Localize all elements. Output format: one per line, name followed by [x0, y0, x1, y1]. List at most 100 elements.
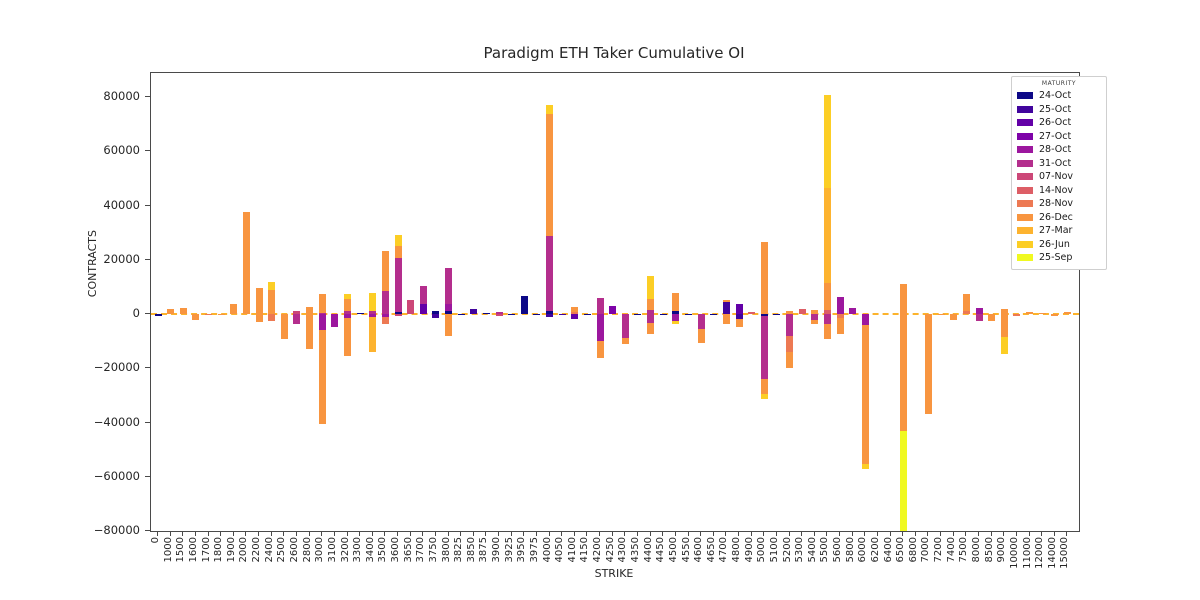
x-tick-mark [573, 532, 575, 536]
x-tick-label: 4550 [680, 537, 692, 563]
legend-item-27-Mar: 27-Mar [1017, 224, 1101, 238]
bar-segment-4150-24-Oct [583, 314, 591, 316]
y-tick-mark [145, 530, 150, 531]
x-tick-label: 2800 [301, 537, 313, 563]
bar-segment-7000-26-Dec [924, 314, 932, 415]
bar-segment-3200-31-Oct [344, 311, 351, 314]
x-tick-label: 7200 [933, 537, 945, 563]
x-tick-label: 3200 [339, 537, 351, 563]
x-tick-label: 6500 [895, 537, 907, 563]
x-tick-label: 5200 [781, 537, 793, 563]
x-tick-label: 3825 [453, 537, 465, 563]
y-tick-label: 60000 [103, 143, 140, 158]
bar-segment-5000-26-Dec [760, 241, 768, 314]
y-tick-mark [145, 421, 150, 423]
x-tick-label: 4600 [693, 537, 705, 563]
x-tick-label: 5800 [844, 537, 856, 563]
x-tick-mark [1053, 532, 1055, 536]
legend-swatch-26-Oct [1017, 119, 1033, 127]
x-tick-label: 9000 [996, 537, 1008, 563]
bar-segment-0-24-Oct [154, 314, 162, 316]
bar-segment-5100-24-Oct [773, 314, 781, 316]
bar-segment-4000-26-Dec [546, 114, 553, 237]
x-tick-mark [384, 532, 386, 536]
bar-segment-4700-26-Dec [722, 314, 730, 324]
legend-item-31-Oct: 31-Oct [1017, 157, 1101, 171]
legend-swatch-26-Jun [1017, 240, 1033, 248]
bar-segment-3925-24-Oct [508, 314, 516, 316]
bar-segment-6500-26-Dec [899, 314, 907, 431]
x-tick-mark [813, 532, 815, 536]
x-tick-label: 3400 [364, 537, 376, 563]
bar-segment-5500-31-Oct [823, 314, 831, 324]
bar-segment-5200-28-Nov [786, 335, 793, 352]
legend-label: 27-Mar [1039, 225, 1073, 236]
y-tick-mark [145, 150, 150, 152]
x-axis-label: STRIKE [594, 567, 634, 580]
legend-item-25-Sep: 25-Sep [1017, 251, 1101, 265]
x-tick-mark [750, 532, 752, 536]
x-tick-mark [801, 532, 803, 536]
bar-segment-4000-31-Oct [546, 236, 553, 312]
bar-segment-4800-26-Oct [735, 304, 743, 314]
bar-segment-4000-24-Oct [546, 311, 553, 314]
x-tick-mark [851, 532, 853, 536]
x-tick-mark [674, 532, 676, 536]
x-tick-mark [498, 532, 499, 536]
bar-segment-5400-26-Dec [811, 310, 819, 314]
bar-segment-3000-31-Oct [318, 312, 326, 314]
y-tick-mark [145, 367, 150, 369]
x-tick-label: 3600 [390, 537, 401, 563]
bar-segment-5400-31-Oct [811, 314, 819, 321]
x-tick-label: 4700 [718, 537, 730, 563]
x-tick-label: 5300 [794, 537, 806, 563]
bar-segment-5800-28-Oct [849, 307, 857, 314]
x-tick-label: 5400 [806, 537, 818, 563]
x-tick-mark [738, 532, 739, 536]
bar-segment-4200-26-Dec [596, 340, 604, 358]
legend-item-26-Jun: 26-Jun [1017, 238, 1101, 252]
x-tick-mark [914, 532, 916, 536]
x-tick-label: 1600 [187, 537, 199, 563]
x-tick-mark [523, 532, 525, 536]
x-tick-label: 7000 [920, 537, 932, 563]
x-tick-mark [952, 532, 954, 536]
x-tick-mark [712, 532, 714, 536]
x-tick-label: 1700 [200, 537, 212, 563]
x-tick-label: 4150 [579, 537, 591, 563]
x-tick-mark [397, 532, 398, 536]
bar-segment-4200-31-Oct [596, 298, 604, 314]
x-tick-label: 2600 [288, 537, 300, 563]
bar-segment-3500-31-Oct [381, 290, 389, 314]
y-tick-label: −20000 [93, 360, 140, 375]
bar-segment-3200-26-Jun [344, 293, 351, 300]
x-tick-label: 1900 [225, 537, 237, 563]
legend-swatch-28-Oct [1017, 146, 1033, 154]
x-tick-mark [460, 532, 462, 536]
bar-segment-2200-26-Dec [255, 287, 263, 314]
x-tick-mark [662, 532, 664, 536]
legend-item-28-Nov: 28-Nov [1017, 197, 1101, 211]
x-tick-mark [826, 532, 828, 536]
bar-segment-5500-26-Dec [823, 324, 831, 340]
bar-segment-3500-26-Dec [381, 251, 389, 291]
x-tick-label: 4100 [566, 537, 578, 563]
x-tick-mark [876, 532, 878, 536]
x-tick-label: 3000 [314, 537, 326, 563]
bar-segment-2500-26-Dec [280, 314, 288, 339]
legend-swatch-27-Oct [1017, 132, 1033, 140]
legend-label: 28-Oct [1039, 144, 1072, 155]
bar-segment-4400-31-Oct [647, 314, 655, 323]
bar-segment-6500-26-Dec [899, 284, 907, 314]
bar-segment-1900-26-Dec [230, 304, 238, 314]
bar-segment-9000-26-Dec [1000, 309, 1008, 314]
x-tick-mark [535, 532, 537, 536]
legend-swatch-07-Nov [1017, 173, 1033, 181]
x-tick-label: 7500 [958, 537, 970, 563]
bar-segment-4800-25-Oct [735, 314, 743, 320]
x-tick-mark [169, 532, 171, 536]
bar-segment-6000-26-Jun [861, 464, 869, 470]
plot-area [150, 72, 1080, 532]
x-tick-label: 3900 [491, 537, 502, 563]
